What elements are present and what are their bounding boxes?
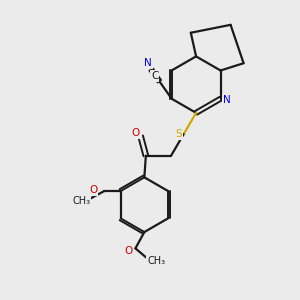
- Text: CH₃: CH₃: [72, 196, 91, 206]
- Text: CH₃: CH₃: [147, 256, 165, 266]
- Text: C: C: [151, 71, 158, 81]
- Text: N: N: [223, 95, 231, 105]
- Text: O: O: [131, 128, 140, 138]
- Text: O: O: [89, 185, 97, 195]
- Text: O: O: [124, 246, 132, 256]
- Text: N: N: [144, 58, 152, 68]
- Text: S: S: [175, 129, 181, 139]
